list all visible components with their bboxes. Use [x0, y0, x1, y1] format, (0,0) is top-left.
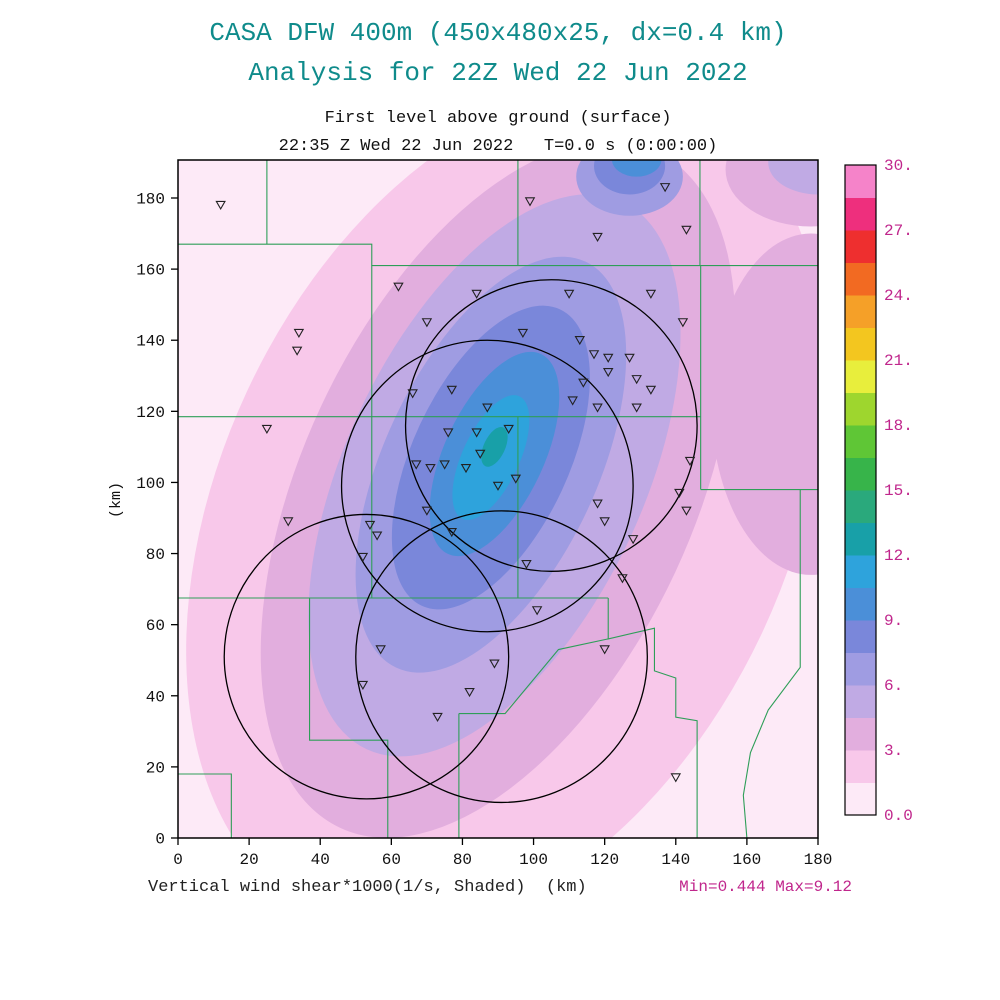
svg-text:180: 180	[804, 851, 833, 869]
svg-text:21.: 21.	[884, 352, 913, 370]
svg-text:0: 0	[173, 851, 183, 869]
svg-text:20: 20	[146, 759, 165, 777]
svg-text:80: 80	[146, 546, 165, 564]
svg-text:20: 20	[240, 851, 259, 869]
svg-text:40: 40	[146, 688, 165, 706]
svg-text:9.: 9.	[884, 612, 903, 630]
sub-title: Analysis for 22Z Wed 22 Jun 2022	[248, 58, 747, 88]
svg-text:100: 100	[519, 851, 548, 869]
svg-text:180: 180	[136, 191, 165, 209]
svg-text:160: 160	[732, 851, 761, 869]
map-layers	[178, 160, 818, 838]
svg-text:27.: 27.	[884, 222, 913, 240]
colorbar: 0.0 3. 6. 9. 12. 15. 18. 21. 24. 27. 30.	[844, 157, 913, 825]
axis-ticks	[171, 197, 819, 845]
svg-text:140: 140	[136, 333, 165, 351]
minmax-caption: Min=0.444 Max=9.12	[679, 878, 852, 896]
svg-text:100: 100	[136, 475, 165, 493]
svg-text:15.: 15.	[884, 482, 913, 500]
svg-text:24.: 24.	[884, 287, 913, 305]
svg-text:6.: 6.	[884, 677, 903, 695]
svg-text:140: 140	[661, 851, 690, 869]
svg-text:120: 120	[136, 404, 165, 422]
time-label: 22:35 Z Wed 22 Jun 2022 T=0.0 s (0:00:00…	[279, 137, 718, 156]
svg-text:60: 60	[146, 617, 165, 635]
svg-text:12.: 12.	[884, 547, 913, 565]
colorbar-frame	[844, 164, 877, 816]
axis-tick-labels: 0 20 40 60 80 100 120 140 160 180 0 20 40 60 80 100 120 1…	[136, 191, 832, 870]
svg-text:60: 60	[382, 851, 401, 869]
field-caption: Vertical wind shear*1000(1/s, Shaded) (k…	[148, 878, 587, 897]
svg-text:120: 120	[590, 851, 619, 869]
svg-text:80: 80	[453, 851, 472, 869]
svg-text:0.0: 0.0	[884, 807, 913, 825]
colorbar-labels: 0.0 3. 6. 9. 12. 15. 18. 21. 24. 27. 30.	[884, 157, 913, 825]
svg-text:3.: 3.	[884, 742, 903, 760]
map-plot-area: 0 20 40 60 80 100 120 140 160 180 0 20 40 60 80 100 120 1…	[108, 159, 832, 870]
main-title: CASA DFW 400m (450x480x25, dx=0.4 km)	[209, 18, 786, 48]
county-boundaries	[178, 160, 818, 838]
svg-text:30.: 30.	[884, 157, 913, 175]
svg-text:0: 0	[155, 831, 165, 849]
y-axis-label: (km)	[108, 482, 125, 518]
svg-text:40: 40	[311, 851, 330, 869]
station-markers	[215, 183, 696, 783]
svg-text:160: 160	[136, 262, 165, 280]
svg-text:18.: 18.	[884, 417, 913, 435]
radar-range-circles	[223, 279, 698, 804]
level-label: First level above ground (surface)	[325, 109, 672, 128]
plot-frame	[177, 159, 819, 839]
colorbar-swatches	[845, 165, 876, 816]
